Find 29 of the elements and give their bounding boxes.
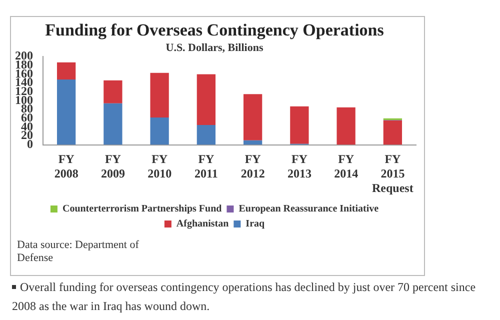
bar bbox=[104, 80, 122, 104]
bar bbox=[196, 74, 216, 125]
bar bbox=[243, 94, 262, 140]
x-tick-label: FY 2015 Request bbox=[372, 152, 414, 195]
x-tick-label: FY 2013 bbox=[287, 152, 312, 180]
chart-subtitle: U.S. Dollars, Billions bbox=[166, 42, 264, 54]
legend-label: Counterterrorism Partnerships Fund bbox=[62, 204, 222, 215]
bar bbox=[56, 80, 76, 145]
source-note: Data source: Department of Defense bbox=[17, 239, 140, 265]
bar bbox=[56, 62, 76, 80]
x-tick-label: FY 2011 bbox=[194, 152, 218, 180]
bar bbox=[150, 72, 169, 118]
x-tick-label: FY 2010 bbox=[148, 152, 172, 180]
bar bbox=[383, 120, 402, 145]
text: Overall funding for overseas contingency operations has declined by just over 70 percent since 2008 as the war in Iraq has wound down. bbox=[12, 279, 477, 315]
chart-title: Funding for Overseas Contingency Operations bbox=[45, 20, 384, 40]
bar bbox=[336, 107, 356, 145]
bar bbox=[104, 103, 122, 145]
legend-label: Iraq bbox=[246, 218, 265, 230]
x-tick-label: FY 2014 bbox=[334, 152, 358, 180]
bar bbox=[196, 124, 216, 145]
legend-label: Afghanistan bbox=[176, 218, 230, 230]
bar bbox=[150, 117, 169, 145]
legend-label: European Reassurance Initiative bbox=[238, 204, 380, 215]
bar bbox=[243, 140, 262, 145]
x-tick-label: FY 2008 bbox=[54, 152, 78, 180]
x-tick-label: FY 2009 bbox=[100, 152, 125, 180]
x-tick-label: FY 2012 bbox=[240, 152, 265, 180]
bar bbox=[290, 106, 309, 144]
